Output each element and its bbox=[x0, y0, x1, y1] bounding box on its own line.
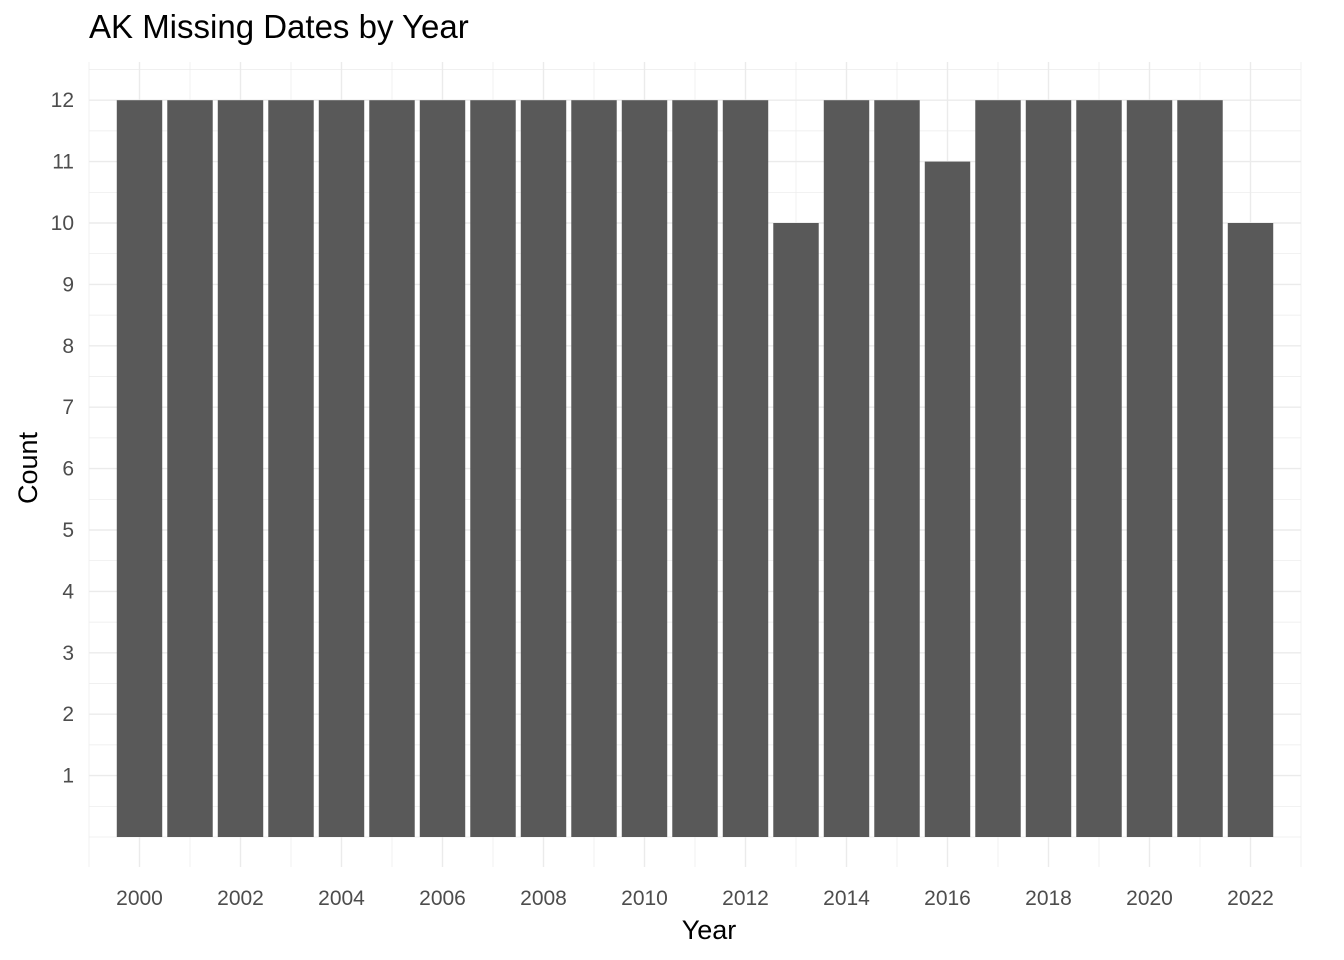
x-tick-label: 2012 bbox=[722, 887, 769, 910]
x-tick-label: 2004 bbox=[318, 887, 365, 910]
bars bbox=[116, 100, 1274, 838]
x-tick-label: 2018 bbox=[1025, 887, 1072, 910]
bar-2012 bbox=[722, 100, 769, 837]
bar-2015 bbox=[874, 100, 920, 837]
bar-2020 bbox=[1126, 100, 1173, 837]
y-tick-label: 2 bbox=[62, 703, 74, 726]
y-tick-label: 8 bbox=[62, 335, 74, 358]
x-axis-ticks: 2000 2002 2004 2006 2008 2010 2012 2014 2016 2018… bbox=[116, 887, 1274, 910]
x-tick-label: 2000 bbox=[116, 887, 163, 910]
x-tick-label: 2014 bbox=[823, 887, 870, 910]
bar-2009 bbox=[571, 100, 617, 837]
bar-2003 bbox=[268, 100, 314, 837]
bar-2018 bbox=[1025, 100, 1072, 837]
y-tick-label: 3 bbox=[62, 642, 74, 665]
y-tick-label: 12 bbox=[51, 89, 74, 112]
x-tick-label: 2006 bbox=[419, 887, 466, 910]
bar-2002 bbox=[217, 100, 264, 837]
bar-2010 bbox=[621, 100, 668, 837]
y-tick-label: 1 bbox=[62, 765, 74, 788]
y-tick-label: 6 bbox=[62, 458, 74, 481]
x-tick-label: 2022 bbox=[1227, 887, 1274, 910]
x-tick-label: 2008 bbox=[520, 887, 567, 910]
bar-2022 bbox=[1227, 223, 1274, 837]
bar-2014 bbox=[823, 100, 870, 837]
x-tick-label: 2016 bbox=[924, 887, 971, 910]
chart-title: AK Missing Dates by Year bbox=[89, 8, 469, 45]
bar-2016 bbox=[924, 161, 971, 838]
x-tick-label: 2010 bbox=[621, 887, 668, 910]
bar-2006 bbox=[419, 100, 466, 837]
bar-2001 bbox=[167, 100, 213, 837]
x-tick-label: 2002 bbox=[217, 887, 264, 910]
y-tick-label: 11 bbox=[52, 151, 74, 174]
bar-2013 bbox=[773, 223, 819, 837]
bar-2000 bbox=[116, 100, 163, 837]
bar-2004 bbox=[318, 100, 365, 837]
bar-2011 bbox=[672, 100, 718, 837]
bar-2021 bbox=[1177, 100, 1223, 837]
bar-2017 bbox=[975, 100, 1021, 837]
bar-2019 bbox=[1076, 100, 1122, 837]
y-tick-label: 7 bbox=[62, 396, 74, 419]
y-tick-label: 9 bbox=[62, 273, 74, 296]
y-axis-title: Count bbox=[13, 431, 43, 504]
x-axis-title: Year bbox=[682, 915, 737, 945]
bar-2007 bbox=[470, 100, 516, 837]
x-tick-label: 2020 bbox=[1126, 887, 1173, 910]
y-tick-label: 4 bbox=[62, 580, 74, 603]
bar-2008 bbox=[520, 100, 567, 837]
y-tick-label: 5 bbox=[62, 519, 74, 542]
y-tick-label: 10 bbox=[51, 212, 74, 235]
bar-2005 bbox=[369, 100, 415, 837]
